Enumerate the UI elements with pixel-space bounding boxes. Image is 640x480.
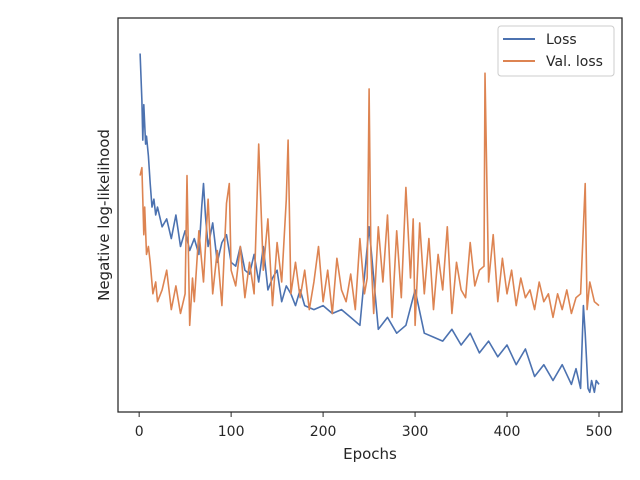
- legend-label: Val. loss: [546, 54, 603, 70]
- series-line-loss: [139, 53, 600, 394]
- legend: Loss Val. loss: [497, 25, 615, 77]
- x-tick-label: 100: [218, 424, 245, 440]
- legend-label: Loss: [546, 32, 577, 48]
- y-axis-title: Negative log-likelihood: [95, 129, 113, 301]
- x-tick-label: 200: [310, 424, 337, 440]
- x-tick-label: 400: [494, 424, 521, 440]
- series-line-val-loss: [139, 72, 600, 327]
- plot-frame: [117, 17, 623, 413]
- x-tick-label: 300: [402, 424, 429, 440]
- x-tick-label: 0: [135, 424, 144, 440]
- x-tick-label: 500: [586, 424, 613, 440]
- series-layer: [139, 53, 600, 394]
- x-axis-ticks: 0 100 200 300 400 500: [135, 412, 613, 440]
- x-axis-title: Epochs: [343, 445, 397, 463]
